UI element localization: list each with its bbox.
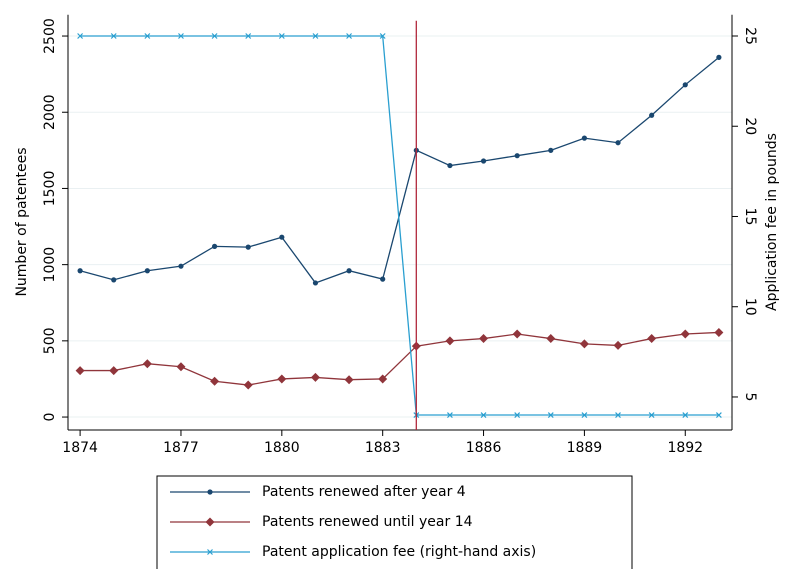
marker (346, 33, 352, 39)
marker (277, 374, 287, 384)
marker (447, 412, 453, 418)
marker (110, 33, 117, 39)
marker (144, 268, 150, 274)
y2-tick-label: 5 (742, 393, 758, 402)
marker (615, 140, 621, 146)
y2-tick-label: 25 (742, 27, 758, 45)
y-axis-title: Number of patentees (14, 147, 30, 296)
y-tick-label: 2000 (42, 94, 58, 130)
marker (479, 334, 489, 344)
marker (682, 82, 688, 88)
marker (310, 372, 320, 382)
y-tick-label: 1000 (42, 247, 58, 283)
marker (445, 336, 455, 346)
y-tick-label: 1500 (42, 171, 58, 207)
marker (109, 366, 119, 376)
marker (77, 268, 83, 274)
marker (615, 412, 621, 418)
marker (279, 234, 285, 240)
legend-label: Patents renewed until year 14 (262, 514, 473, 530)
marker (378, 374, 388, 384)
marker (649, 112, 655, 118)
x-tick-label: 1886 (466, 440, 502, 456)
legend-label: Patent application fee (right-hand axis) (262, 544, 536, 560)
marker (512, 329, 522, 339)
marker (312, 33, 319, 39)
marker (379, 33, 386, 39)
marker (245, 244, 251, 250)
marker (581, 412, 588, 418)
marker (211, 243, 218, 249)
marker (205, 517, 215, 527)
marker (210, 376, 220, 386)
marker (346, 268, 352, 274)
x-tick-label: 1880 (264, 440, 300, 456)
marker (547, 412, 554, 418)
marker (682, 412, 689, 418)
marker (144, 33, 151, 39)
marker (75, 366, 85, 376)
marker (245, 33, 252, 39)
marker (548, 147, 554, 153)
marker (344, 375, 354, 385)
marker (514, 412, 521, 418)
marker (447, 162, 453, 169)
marker (680, 329, 690, 339)
marker (243, 380, 253, 390)
marker (178, 33, 184, 39)
y-tick-label: 2500 (42, 18, 58, 54)
series-line (79, 56, 720, 284)
marker (647, 334, 657, 344)
marker (111, 277, 117, 283)
y2-tick-label: 10 (742, 298, 758, 316)
x-tick-label: 1883 (365, 440, 401, 456)
marker (480, 158, 487, 164)
series-line (80, 331, 719, 386)
marker (714, 327, 724, 337)
series-line (80, 35, 719, 416)
y2-axis-title: Application fee in pounds (764, 133, 780, 311)
marker (648, 412, 655, 418)
marker (716, 54, 722, 60)
marker (77, 33, 84, 39)
marker (142, 359, 152, 369)
marker (278, 33, 285, 39)
marker (176, 362, 186, 372)
y2-tick-label: 15 (742, 208, 758, 226)
x-tick-label: 1877 (163, 440, 199, 456)
marker (715, 412, 722, 418)
marker (380, 276, 386, 282)
marker (613, 340, 623, 350)
marker (312, 280, 319, 286)
x-tick-label: 1874 (62, 440, 98, 456)
marker (178, 263, 184, 269)
marker (207, 489, 213, 495)
y2-tick-label: 20 (742, 117, 758, 135)
marker (211, 33, 218, 39)
marker (546, 334, 556, 344)
marker (514, 153, 520, 159)
marker (480, 412, 487, 418)
marker (581, 135, 588, 141)
y-tick-label: 500 (42, 327, 58, 354)
y-tick-label: 0 (42, 413, 58, 422)
x-tick-label: 1892 (667, 440, 703, 456)
x-tick-label: 1889 (567, 440, 603, 456)
legend-label: Patents renewed after year 4 (262, 484, 466, 500)
marker (207, 549, 213, 555)
marker (579, 339, 589, 349)
